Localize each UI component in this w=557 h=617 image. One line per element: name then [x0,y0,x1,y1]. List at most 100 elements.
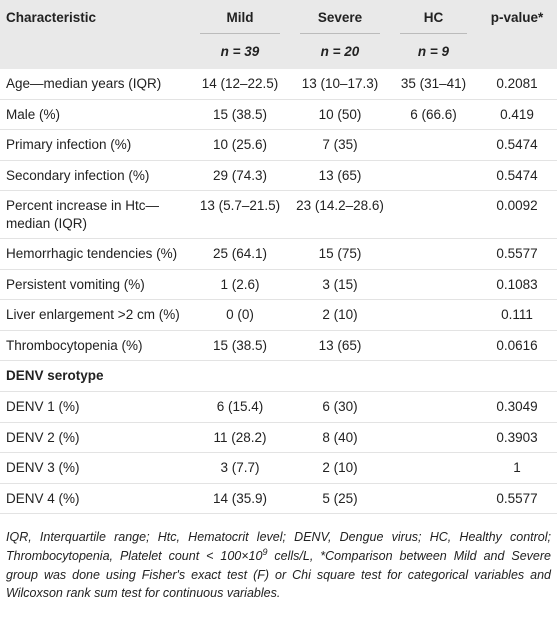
cell: 6 (15.4) [190,391,290,423]
row-label: Thrombocytopenia (%) [0,330,190,362]
empty-cell [0,33,190,69]
cell: 10 (25.6) [190,129,290,161]
cell: 13 (5.7–21.5) [190,190,290,240]
cell: 5 (25) [290,483,390,515]
cell: 0.419 [477,99,557,131]
cell: 3 (7.7) [190,452,290,484]
row-label: Male (%) [0,99,190,131]
cell [390,129,477,161]
row-label: DENV 2 (%) [0,422,190,454]
column-header: Characteristic [6,10,97,25]
row-label: Liver enlargement >2 cm (%) [0,299,190,331]
cell [390,299,477,331]
cell: 7 (35) [290,129,390,161]
cell: 1 [477,452,557,484]
cell [390,422,477,454]
sample-size-cell: n = 9 [390,33,477,69]
row-label: Hemorrhagic tendencies (%) [0,238,190,270]
empty-cell [477,33,557,69]
cell: 13 (10–17.3) [290,69,390,100]
cell: 0.3049 [477,391,557,423]
cell: 14 (12–22.5) [190,69,290,100]
table-row: DENV 1 (%) 6 (15.4) 6 (30) 0.3049 [0,391,557,423]
cell: 11 (28.2) [190,422,290,454]
cell: 0.0616 [477,330,557,362]
cell: 13 (65) [290,330,390,362]
table-header: Characteristic Mild Severe HC p-value* n = 39… [0,0,557,69]
cell [390,269,477,301]
cell: 23 (14.2–28.6) [290,190,390,240]
row-label: Percent increase in Htc—median (IQR) [0,190,190,240]
cell [390,483,477,515]
cell: 1 (2.6) [190,269,290,301]
cell: 15 (38.5) [190,330,290,362]
table-body: Age—median years (IQR) 14 (12–22.5) 13 (10… [0,69,557,515]
row-label: Age—median years (IQR) [0,69,190,100]
table-row: Percent increase in Htc—median (IQR) 13 (… [0,190,557,240]
sample-size: n = 20 [300,33,380,59]
column-header: Mild [226,10,254,25]
table-row: DENV 4 (%) 14 (35.9) 5 (25) 0.5577 [0,483,557,515]
sample-size-cell: n = 20 [290,33,390,69]
footnote: IQR, Interquartile range; Htc, Hematocri… [0,514,557,602]
column-header: p-value* [490,10,544,25]
cell [390,330,477,362]
cell: 0.5577 [477,483,557,515]
cell: 6 (66.6) [390,99,477,131]
cell: 15 (38.5) [190,99,290,131]
table-row: Persistent vomiting (%) 1 (2.6) 3 (15) 0.10… [0,269,557,301]
cell [390,190,477,240]
cell: 0.3903 [477,422,557,454]
table-row: Secondary infection (%) 29 (74.3) 13 (65) 0… [0,160,557,192]
cell: 0.5577 [477,238,557,270]
cell: 14 (35.9) [190,483,290,515]
column-header: HC [423,10,444,25]
cell [390,160,477,192]
row-label: Secondary infection (%) [0,160,190,192]
column-header: Severe [317,10,363,25]
table-row: Thrombocytopenia (%) 15 (38.5) 13 (65) 0.06… [0,330,557,362]
sample-size: n = 9 [400,33,467,59]
table-row: DENV serotype [0,360,557,393]
footnote-text: 9 [262,547,268,558]
cell: 0.5474 [477,129,557,161]
cell: 0.111 [477,299,557,331]
cell: 25 (64.1) [190,238,290,270]
row-label: DENV 3 (%) [0,452,190,484]
cell: 29 (74.3) [190,160,290,192]
section-label: DENV serotype [0,360,557,393]
row-label: DENV 1 (%) [0,391,190,423]
table-row: Primary infection (%) 10 (25.6) 7 (35) 0.54… [0,129,557,161]
cell: 2 (10) [290,299,390,331]
cell: 0.2081 [477,69,557,100]
footnote-text: IQR, Interquartile range; Htc, Hematocri… [6,530,551,564]
cell: 0.1083 [477,269,557,301]
cell [390,238,477,270]
cell: 6 (30) [290,391,390,423]
cell: 3 (15) [290,269,390,301]
table-row: DENV 3 (%) 3 (7.7) 2 (10) 1 [0,452,557,484]
sample-size: n = 39 [200,33,280,59]
cell [390,452,477,484]
table-row: Liver enlargement >2 cm (%) 0 (0) 2 (10) 0.… [0,299,557,331]
cell: 2 (10) [290,452,390,484]
cell [390,391,477,423]
cell: 8 (40) [290,422,390,454]
row-label: DENV 4 (%) [0,483,190,515]
cell: 10 (50) [290,99,390,131]
table-row: DENV 2 (%) 11 (28.2) 8 (40) 0.3903 [0,422,557,454]
table-row: Male (%) 15 (38.5) 10 (50) 6 (66.6) 0.419 [0,99,557,131]
table-row: Hemorrhagic tendencies (%) 25 (64.1) 15 (7… [0,238,557,270]
cell: 0.5474 [477,160,557,192]
cell: 35 (31–41) [390,69,477,100]
data-table: Characteristic Mild Severe HC p-value* n = 39… [0,0,557,515]
cell: 15 (75) [290,238,390,270]
cell: 0 (0) [190,299,290,331]
row-label: Persistent vomiting (%) [0,269,190,301]
row-label: Primary infection (%) [0,129,190,161]
footnote-text: cells/L, *Comparison between Mild and Se… [6,549,551,600]
subheader-row: n = 39 n = 20 n = 9 [0,33,557,69]
cell: 0.0092 [477,190,557,240]
header-row: Characteristic Mild Severe HC p-value* [0,0,557,33]
